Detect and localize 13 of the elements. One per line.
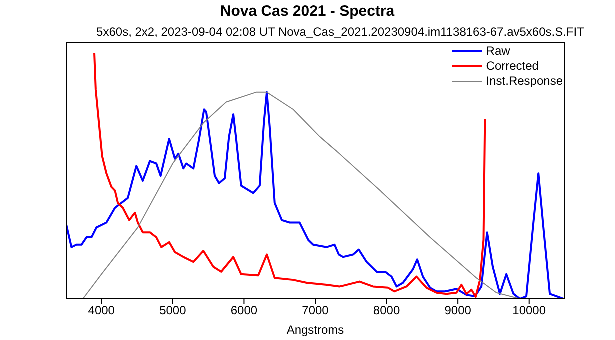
x-tick-label: 6000	[230, 304, 258, 318]
x-tick-label: 9000	[444, 304, 472, 318]
x-tick-label: 10000	[512, 304, 546, 318]
chart-subtitle: 5x60s, 2x2, 2023-09-04 02:08 UT Nova_Cas_2021.20230904.im1138163-67.av5x60s.S.FIT	[96, 25, 586, 39]
x-axis-title: Angstroms	[286, 323, 344, 337]
legend-label: Corrected	[486, 59, 539, 74]
x-tick-label: 8000	[373, 304, 400, 318]
legend-label: Raw	[486, 44, 510, 59]
x-tick-label: 7000	[302, 304, 330, 318]
x-tick-label: 4000	[88, 304, 116, 318]
chart-title: Nova Cas 2021 - Spectra	[219, 3, 396, 20]
legend-label: Inst.Response	[486, 74, 563, 89]
x-tick-label: 5000	[160, 304, 187, 318]
